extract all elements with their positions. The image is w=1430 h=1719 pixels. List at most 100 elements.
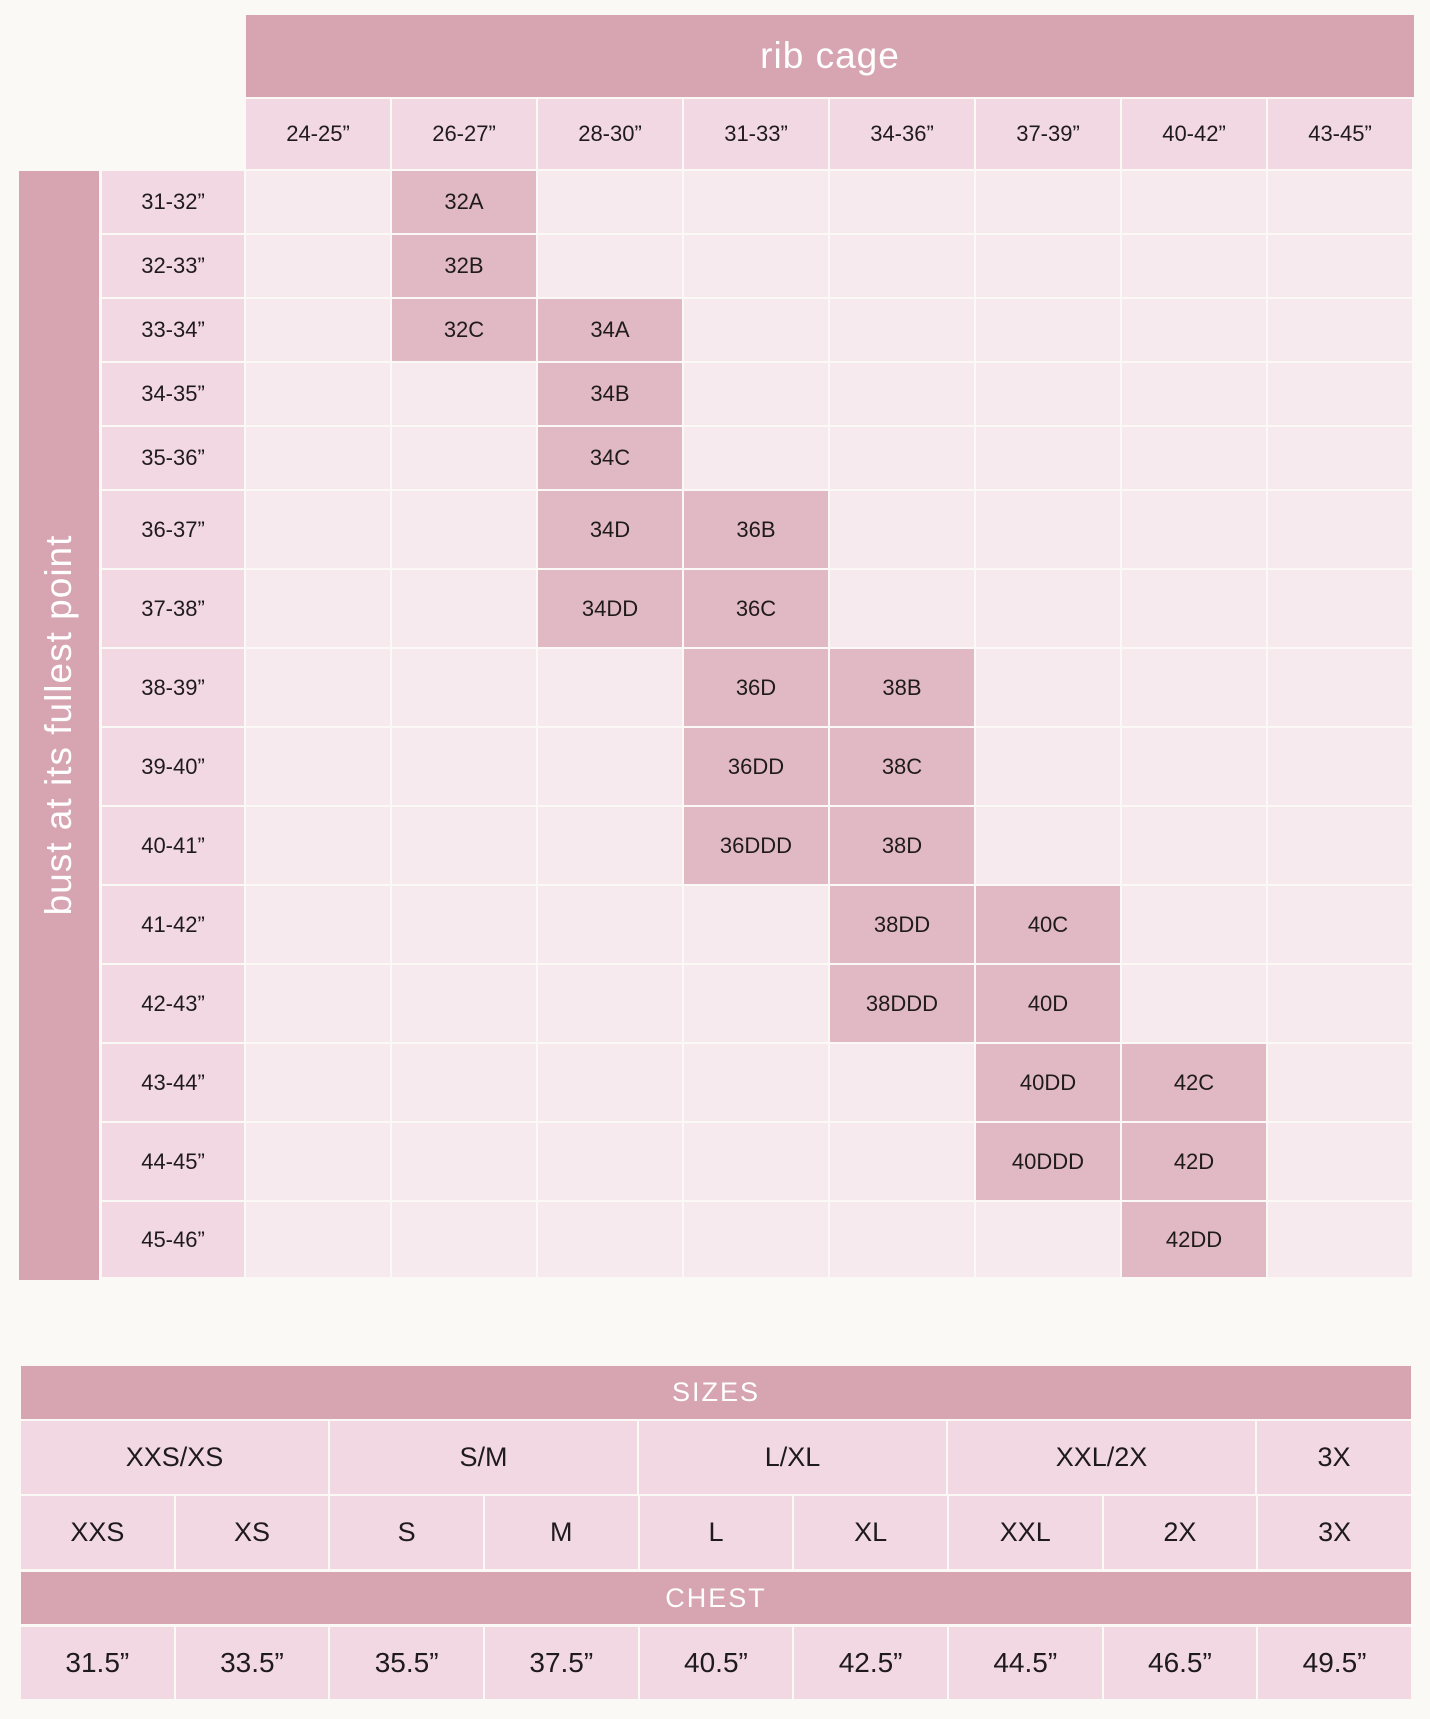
empty-cell [246,171,390,233]
empty-cell [684,427,828,489]
bust-row-label: 41-42” [102,886,244,963]
bra-size-cell: 36D [684,649,828,726]
bust-row-label: 37-38” [102,570,244,647]
bra-size-cell: 40D [976,965,1120,1042]
empty-cell [684,1202,828,1277]
chest-value-cell: 40.5” [640,1627,793,1699]
bust-row-label: 31-32” [102,171,244,233]
size-cell: XL [794,1496,947,1569]
size-cell: S [330,1496,483,1569]
empty-cell [684,171,828,233]
empty-cell [1122,649,1266,726]
empty-cell [392,1044,536,1121]
empty-cell [1122,965,1266,1042]
bra-size-cell: 34DD [538,570,682,647]
empty-cell [1122,570,1266,647]
empty-cell [246,965,390,1042]
empty-cell [392,965,536,1042]
empty-cell [246,1202,390,1277]
empty-cell [1268,1202,1412,1277]
empty-cell [976,363,1120,425]
empty-cell [246,235,390,297]
bra-size-cell: 40DD [976,1044,1120,1121]
empty-cell [976,728,1120,805]
bra-size-cell: 38D [830,807,974,884]
rib-cage-column-header: 31-33” [684,99,828,169]
rib-cage-column-header: 37-39” [976,99,1120,169]
bra-size-cell: 34B [538,363,682,425]
empty-cell [830,299,974,361]
size-cell: 3X [1258,1496,1411,1569]
rib-cage-column-header: 28-30” [538,99,682,169]
empty-cell [684,965,828,1042]
rib-cage-column-header: 26-27” [392,99,536,169]
empty-cell [246,886,390,963]
size-cell: XS [176,1496,329,1569]
empty-cell [1122,299,1266,361]
bust-row-label: 40-41” [102,807,244,884]
empty-cell [1268,1123,1412,1200]
empty-cell [246,491,390,568]
bra-size-grid: 31-32” 32A 32-33” 32B 33-34” 32C 34A 34-35” 34B 3… [102,171,1412,1277]
bra-size-cell: 40C [976,886,1120,963]
sizes-header: SIZES [21,1366,1411,1419]
empty-cell [976,649,1120,726]
bra-size-cell: 36C [684,570,828,647]
empty-cell [1122,807,1266,884]
empty-cell [1268,363,1412,425]
bra-size-cell: 38DDD [830,965,974,1042]
empty-cell [830,491,974,568]
empty-cell [538,965,682,1042]
bra-size-cell: 42DD [1122,1202,1266,1277]
empty-cell [538,1123,682,1200]
chest-value-cell: 37.5” [485,1627,638,1699]
size-cell: XXL [949,1496,1102,1569]
size-group-cell: 3X [1257,1421,1411,1494]
empty-cell [246,728,390,805]
empty-cell [684,1044,828,1121]
bust-row-label: 42-43” [102,965,244,1042]
size-group-cell: S/M [330,1421,637,1494]
empty-cell [538,886,682,963]
empty-cell [392,570,536,647]
empty-cell [392,363,536,425]
empty-cell [246,299,390,361]
empty-cell [830,1123,974,1200]
empty-cell [684,235,828,297]
bra-size-cell: 36DD [684,728,828,805]
empty-cell [392,807,536,884]
empty-cell [1268,427,1412,489]
bra-size-cell: 32A [392,171,536,233]
size-groups-row: XXS/XS S/M L/XL XXL/2X 3X [21,1421,1411,1494]
empty-cell [1122,363,1266,425]
bra-size-cell: 32B [392,235,536,297]
empty-cell [830,1202,974,1277]
chest-value-cell: 35.5” [330,1627,483,1699]
empty-cell [1268,570,1412,647]
empty-cell [830,171,974,233]
empty-cell [1268,491,1412,568]
bust-row-label: 39-40” [102,728,244,805]
empty-cell [976,1202,1120,1277]
empty-cell [830,235,974,297]
empty-cell [1122,235,1266,297]
empty-cell [684,886,828,963]
empty-cell [830,570,974,647]
empty-cell [1268,299,1412,361]
bust-row-label: 32-33” [102,235,244,297]
chest-value-cell: 44.5” [949,1627,1102,1699]
empty-cell [830,363,974,425]
empty-cell [392,491,536,568]
empty-cell [1268,886,1412,963]
empty-cell [538,807,682,884]
bust-row-label: 36-37” [102,491,244,568]
empty-cell [246,363,390,425]
empty-cell [392,1123,536,1200]
bra-size-cell: 36DDD [684,807,828,884]
empty-cell [684,363,828,425]
bra-size-cell: 36B [684,491,828,568]
bust-row-label: 35-36” [102,427,244,489]
empty-cell [392,649,536,726]
bra-size-cell: 38DD [830,886,974,963]
empty-cell [684,1123,828,1200]
